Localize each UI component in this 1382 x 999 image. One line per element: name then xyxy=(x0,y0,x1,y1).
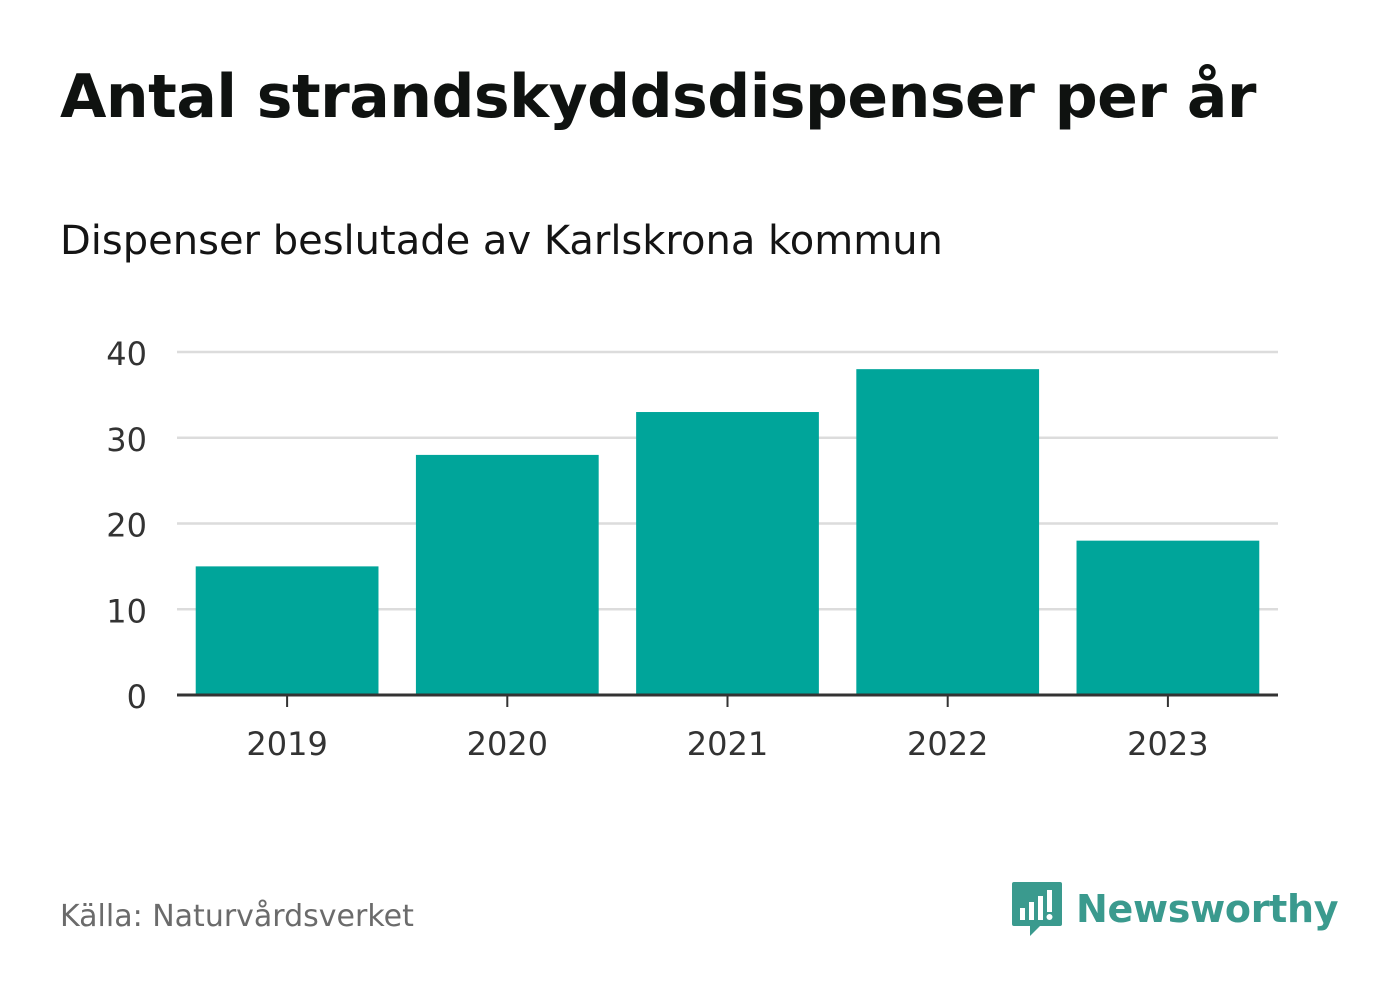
brand-logo[interactable]: Newsworthy xyxy=(1010,880,1339,938)
x-tick-label: 2022 xyxy=(907,725,988,763)
x-tick-label: 2021 xyxy=(687,725,768,763)
bar-2019 xyxy=(195,566,379,695)
source-note: Källa: Naturvårdsverket xyxy=(60,899,414,934)
y-tick-label: 30 xyxy=(106,421,147,459)
brand-name: Newsworthy xyxy=(1076,887,1339,931)
x-tick-label: 2023 xyxy=(1127,725,1208,763)
axes xyxy=(177,693,1278,707)
x-tick-label: 2020 xyxy=(467,725,548,763)
chart-subtitle: Dispenser beslutade av Karlskrona kommun xyxy=(60,218,943,264)
bar-2021 xyxy=(636,412,819,695)
bars xyxy=(195,369,1260,695)
bar-2023 xyxy=(1076,540,1260,695)
bar-2020 xyxy=(415,454,599,695)
y-tick-label: 0 xyxy=(127,678,147,716)
bar-2022 xyxy=(856,369,1040,695)
y-tick-label: 40 xyxy=(106,335,147,373)
y-tick-label: 20 xyxy=(106,507,147,545)
chart-title: Antal strandskyddsdispenser per år xyxy=(60,62,1256,132)
x-tick-label: 2019 xyxy=(246,725,327,763)
tick-labels: 0 10 20 30 40 2019 2020 2021 2022 2023 xyxy=(106,335,1208,763)
y-tick-label: 10 xyxy=(106,592,147,630)
newsworthy-logo-icon xyxy=(1012,882,1062,936)
